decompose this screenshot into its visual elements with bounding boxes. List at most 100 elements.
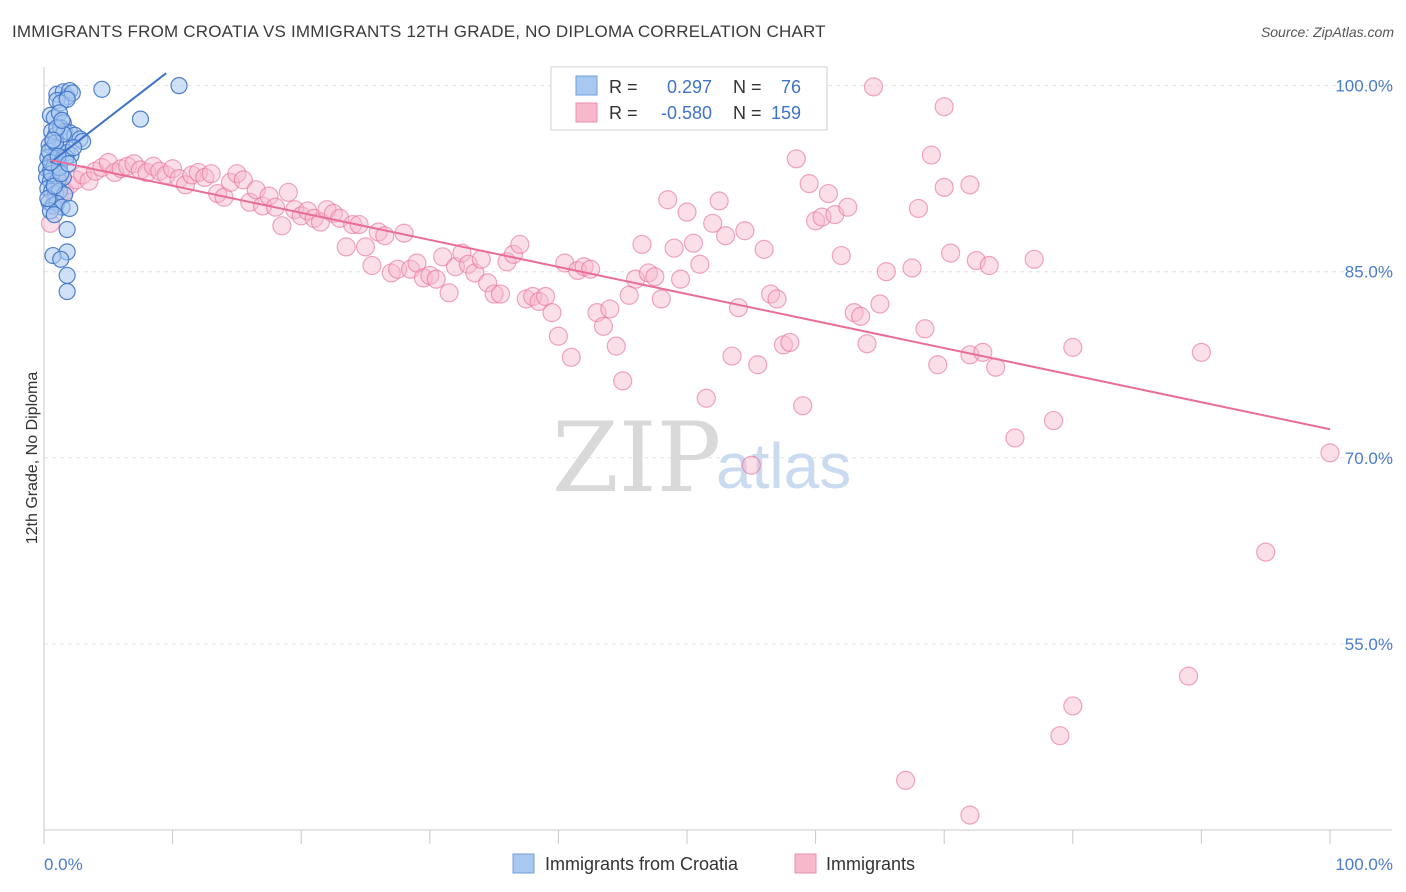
immigrants-point <box>433 247 453 267</box>
y-axis-label: 12th Grade, No Diploma <box>24 372 41 545</box>
x-tick-label: 0.0% <box>44 855 83 874</box>
immigrants-point <box>709 191 729 211</box>
immigrants-point <box>979 255 999 276</box>
immigrants-point <box>201 164 221 184</box>
immigrants-point <box>478 273 498 293</box>
immigrants-point <box>818 183 839 204</box>
immigrants-point <box>722 346 742 366</box>
immigrants-point <box>439 283 459 303</box>
immigrants-point <box>619 285 639 305</box>
legend-r-value-immigrants: -0.580 <box>661 103 712 123</box>
immigrants-point <box>510 234 530 255</box>
immigrants-point <box>760 284 781 304</box>
croatia-point <box>58 90 76 108</box>
immigrants-point <box>233 170 253 190</box>
immigrants-point <box>703 213 723 233</box>
immigrants-point <box>1043 410 1064 431</box>
immigrants-point <box>941 243 961 263</box>
immigrants-point <box>696 388 716 408</box>
immigrants-point <box>1256 542 1276 562</box>
immigrants-point <box>799 174 819 194</box>
immigrants-point <box>163 159 183 179</box>
immigrants-point <box>966 250 986 271</box>
legend-r-label-croatia: R = <box>609 77 638 97</box>
bottom-legend-swatch-croatia <box>512 853 535 874</box>
immigrants-point <box>278 182 298 202</box>
immigrants-point <box>355 237 376 257</box>
immigrants-point <box>870 294 890 314</box>
immigrants-point <box>851 306 871 326</box>
immigrants-point <box>1320 443 1340 463</box>
immigrants-point <box>645 267 665 287</box>
watermark: ZIP atlas <box>552 402 851 514</box>
immigrants-point <box>838 197 858 217</box>
immigrants-point <box>600 299 620 319</box>
source-label: Source: ZipAtlas.com <box>1260 24 1394 40</box>
immigrants-point <box>741 455 761 475</box>
bottom-legend-swatch-immigrants <box>794 853 817 874</box>
immigrants-point <box>921 145 941 165</box>
legend-n-label-croatia: N = <box>733 77 762 97</box>
y-tick-label: 55.0% <box>1345 635 1393 654</box>
immigrants-point <box>960 805 980 825</box>
immigrants-point <box>934 177 954 197</box>
watermark-zip: ZIP <box>552 402 721 514</box>
immigrants-point <box>79 171 99 191</box>
axes <box>43 67 1392 844</box>
immigrants-point <box>793 396 813 416</box>
legend-swatch-immigrants <box>575 102 598 123</box>
x-tick-labels: 0.0% 100.0% <box>44 855 1393 874</box>
immigrants-point <box>857 334 877 354</box>
immigrants-point <box>876 262 896 282</box>
immigrants-point <box>908 198 929 219</box>
immigrants-point <box>735 221 755 241</box>
immigrants-point <box>336 237 356 257</box>
bottom-legend-label-croatia: Immigrants from Croatia <box>545 854 739 874</box>
croatia-point <box>44 131 62 149</box>
croatia-point <box>52 250 70 268</box>
immigrants-point <box>1178 666 1199 686</box>
immigrants-point <box>272 216 292 236</box>
trendlines <box>49 72 1331 431</box>
immigrants-point <box>973 342 993 362</box>
immigrants-point <box>593 316 614 336</box>
immigrants-points <box>40 77 1340 825</box>
croatia-point <box>64 139 83 157</box>
immigrants-point <box>1063 337 1083 357</box>
y-tick-label: 70.0% <box>1345 449 1393 468</box>
immigrants-point <box>426 269 446 289</box>
immigrants-point <box>934 97 954 117</box>
immigrants-point <box>1005 428 1025 448</box>
immigrants-point <box>683 233 704 253</box>
watermark-atlas: atlas <box>716 430 851 502</box>
immigrants-point <box>484 284 504 304</box>
croatia-point <box>58 220 76 239</box>
croatia-trendline <box>49 72 167 164</box>
croatia-point <box>170 77 188 95</box>
chart-title: IMMIGRANTS FROM CROATIA VS IMMIGRANTS 12… <box>12 22 826 41</box>
immigrants-point <box>548 326 569 346</box>
immigrants-point <box>728 298 749 318</box>
immigrants-point <box>786 149 806 169</box>
legend-r-value-croatia: 0.297 <box>667 77 712 97</box>
immigrants-point <box>748 355 768 375</box>
immigrants-point <box>670 269 691 289</box>
x-tick-label: 100.0% <box>1335 855 1393 874</box>
legend-swatch-croatia <box>575 75 598 96</box>
immigrants-point <box>831 245 851 266</box>
grid-lines <box>44 85 1392 645</box>
croatia-point <box>53 111 71 129</box>
immigrants-point <box>896 770 916 790</box>
immigrants-point <box>715 226 736 246</box>
legend-box: R = 0.297 N = 76 R = -0.580 N = 159 <box>550 66 828 131</box>
immigrants-point <box>1050 726 1070 746</box>
croatia-point <box>93 80 111 98</box>
croatia-point <box>58 266 76 285</box>
immigrants-point <box>1024 249 1044 269</box>
immigrants-point <box>664 238 684 258</box>
croatia-points <box>37 77 188 301</box>
immigrants-point <box>928 355 948 375</box>
immigrants-point <box>690 254 710 274</box>
immigrants-point <box>863 77 884 97</box>
